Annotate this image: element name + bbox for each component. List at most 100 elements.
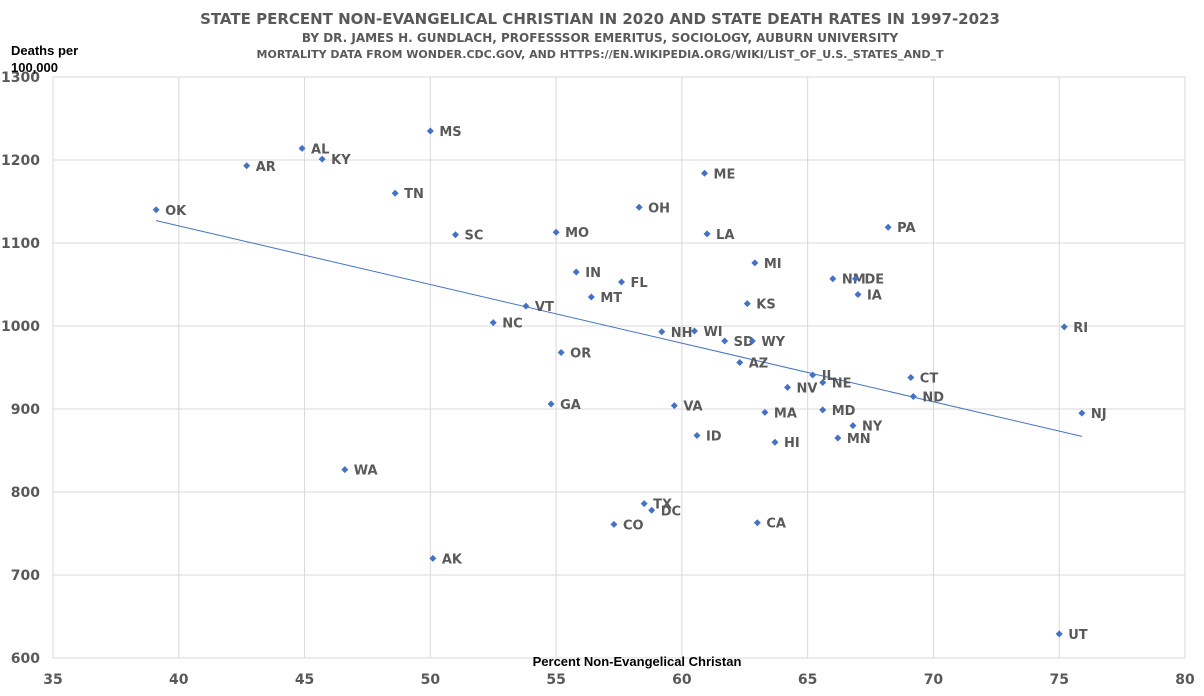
data-point-nv: NV <box>784 381 817 396</box>
y-tick-label: 1300 <box>1 70 40 86</box>
point-marker <box>748 337 756 345</box>
data-point-il: IL <box>809 369 835 384</box>
y-axis-title-line1: Deaths per <box>11 43 78 58</box>
point-marker <box>809 371 817 379</box>
point-label: AR <box>256 160 276 175</box>
point-marker <box>761 408 769 416</box>
data-point-az: AZ <box>736 357 768 372</box>
point-label: ME <box>714 167 736 182</box>
point-label: MD <box>832 404 856 419</box>
point-marker <box>1055 630 1063 638</box>
point-label: OR <box>570 347 591 362</box>
data-point-la: LA <box>703 228 734 243</box>
data-point-in: IN <box>572 266 601 281</box>
data-point-nj: NJ <box>1078 407 1107 422</box>
point-marker <box>489 319 497 327</box>
point-marker <box>907 373 915 381</box>
data-point-wy: WY <box>748 335 786 350</box>
point-marker <box>693 432 701 440</box>
x-tick-label: 75 <box>1049 672 1068 688</box>
point-marker <box>552 228 560 236</box>
x-tick-label: 80 <box>1175 672 1195 688</box>
point-marker <box>1060 323 1068 331</box>
point-label: MN <box>847 432 871 447</box>
point-marker <box>618 278 626 286</box>
data-point-md: MD <box>819 404 856 419</box>
point-marker <box>670 402 678 410</box>
y-tick-label: 1200 <box>1 153 40 169</box>
point-label: NC <box>502 317 522 332</box>
point-label: MI <box>764 257 782 272</box>
y-tick-label: 800 <box>11 485 40 501</box>
chart-title: STATE PERCENT NON-EVANGELICAL CHRISTIAN … <box>200 10 1000 28</box>
point-marker <box>819 406 827 414</box>
point-label: OH <box>648 201 670 216</box>
point-label: DE <box>864 273 884 288</box>
point-label: CA <box>766 517 786 532</box>
chart-source-note: MORTALITY DATA FROM WONDER.CDC.GOV, AND … <box>257 48 944 61</box>
point-label: AK <box>442 552 463 567</box>
point-marker <box>819 378 827 386</box>
data-point-sc: SC <box>451 229 483 244</box>
point-marker <box>701 169 709 177</box>
data-point-ar: AR <box>243 160 276 175</box>
point-marker <box>784 383 792 391</box>
data-point-mi: MI <box>751 257 782 272</box>
point-marker <box>703 230 711 238</box>
data-point-co: CO <box>610 518 644 533</box>
point-label: OK <box>165 204 187 219</box>
y-tick-label: 1000 <box>1 319 40 335</box>
point-marker <box>587 293 595 301</box>
point-marker <box>849 422 857 430</box>
point-label: NY <box>862 420 883 435</box>
data-point-sd: SD <box>721 335 754 350</box>
point-marker <box>690 327 698 335</box>
x-tick-label: 45 <box>295 672 314 688</box>
point-label: VA <box>683 400 702 415</box>
data-point-ma: MA <box>761 406 797 421</box>
point-marker <box>426 127 434 135</box>
point-label: AZ <box>749 357 769 372</box>
point-marker <box>152 206 160 214</box>
point-marker <box>834 434 842 442</box>
point-marker <box>658 328 666 336</box>
point-marker <box>909 393 917 401</box>
point-marker <box>429 554 437 562</box>
point-marker <box>743 300 751 308</box>
point-label: NJ <box>1091 407 1107 422</box>
data-point-oh: OH <box>635 201 670 216</box>
data-point-mt: MT <box>587 291 622 306</box>
data-point-tn: TN <box>391 187 424 202</box>
point-marker <box>884 223 892 231</box>
point-label: SC <box>464 229 483 244</box>
point-marker <box>854 290 862 298</box>
x-tick-label: 40 <box>169 672 189 688</box>
point-label: NH <box>671 326 693 341</box>
data-point-hi: HI <box>771 436 800 451</box>
x-tick-label: 65 <box>798 672 817 688</box>
point-label: KY <box>331 153 351 168</box>
data-point-or: OR <box>557 347 591 362</box>
point-marker <box>771 438 779 446</box>
data-point-ms: MS <box>426 125 462 140</box>
point-label: TX <box>653 498 672 513</box>
point-marker <box>522 302 530 310</box>
point-marker <box>341 466 349 474</box>
point-label: VT <box>535 300 554 315</box>
point-label: ID <box>706 430 722 445</box>
point-label: MA <box>774 406 797 421</box>
data-point-ia: IA <box>854 288 882 303</box>
point-label: SD <box>734 335 754 350</box>
point-marker <box>391 189 399 197</box>
data-point-ut: UT <box>1055 628 1088 643</box>
point-marker <box>736 359 744 367</box>
point-marker <box>648 506 656 514</box>
x-axis-ticks: 35 40 45 50 55 60 65 70 75 80 <box>43 672 1195 688</box>
x-tick-label: 35 <box>43 672 62 688</box>
data-point-va: VA <box>670 400 703 415</box>
point-label: IN <box>585 266 601 281</box>
point-label: AL <box>311 142 329 157</box>
data-point-nh: NH <box>658 326 693 341</box>
point-label: MS <box>439 125 461 140</box>
